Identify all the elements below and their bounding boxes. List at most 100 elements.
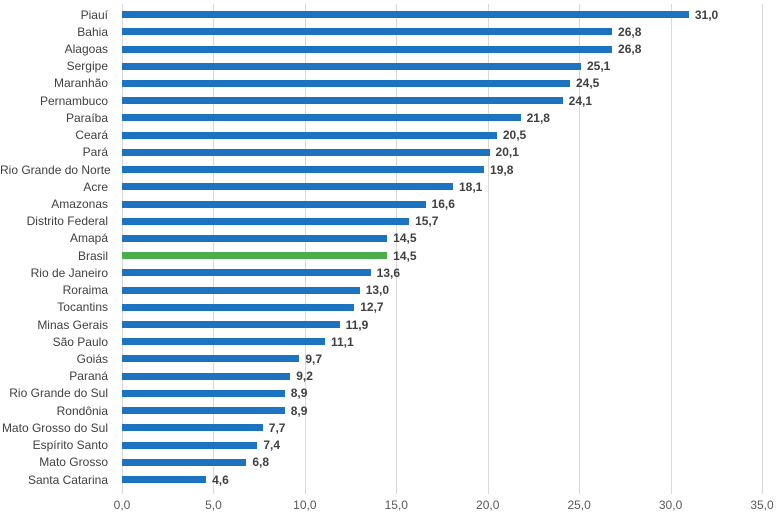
value-label: 18,1 [458, 179, 483, 194]
x-tick-label: 35,0 [750, 498, 774, 512]
bar [122, 166, 485, 174]
value-label: 9,2 [296, 369, 313, 384]
value-label: 15,7 [415, 214, 439, 229]
category-label: Sergipe [66, 59, 108, 74]
bar [122, 45, 613, 53]
bar-row: Brasil 14,5 [0, 247, 762, 264]
category-label: Piauí [80, 7, 108, 22]
bar [122, 234, 388, 242]
bar-track: 7,7 [122, 422, 762, 434]
value-label: 25,1 [586, 59, 611, 74]
gridline [670, 4, 672, 494]
bar-track: 14,5 [122, 232, 762, 244]
x-tick-label: 20,0 [476, 498, 500, 512]
bar [122, 11, 689, 19]
bar-row: Bahia 26,8 [0, 23, 762, 40]
bar-row: Sergipe 25,1 [0, 58, 762, 75]
bar-track: 20,5 [122, 129, 762, 141]
bar [122, 303, 355, 311]
value-label: 19,8 [490, 162, 514, 177]
value-label: 7,4 [263, 438, 280, 453]
category-label: Goiás [76, 351, 108, 366]
value-label: 7,7 [268, 420, 286, 435]
value-label: 21,8 [526, 110, 550, 125]
category-label: Mato Grosso do Sul [1, 420, 108, 435]
bar [122, 458, 247, 466]
bar-track: 15,7 [122, 215, 762, 227]
gridline [122, 4, 123, 494]
x-axis: 0,0 5,0 10,0 15,0 20,0 25,0 30,0 35,0 [114, 498, 774, 514]
category-label: Amazonas [51, 197, 108, 212]
bar [122, 131, 497, 139]
bar-row: Rio de Janeiro 13,6 [0, 264, 762, 281]
bar-track: 19,8 [122, 164, 762, 176]
bar-track: 11,1 [122, 336, 762, 348]
x-tick-label: 15,0 [384, 498, 408, 512]
bar-track: 8,9 [122, 405, 762, 417]
bar-row: Tocantins 12,7 [0, 299, 762, 316]
value-label: 6,8 [252, 455, 270, 470]
x-tick-label: 25,0 [567, 498, 591, 512]
gridline [579, 4, 581, 494]
bar-row: Amazonas 16,6 [0, 195, 762, 212]
bar-row: Ceará 20,5 [0, 127, 762, 144]
category-label: Ceará [75, 128, 108, 143]
bar [122, 97, 563, 105]
bar-track: 13,6 [122, 267, 762, 279]
bar-track: 24,1 [122, 95, 762, 107]
bar-row: Maranhão 24,5 [0, 75, 762, 92]
bar [122, 286, 360, 294]
bar-track: 6,8 [122, 456, 762, 468]
bar-row: Goiás 9,7 [0, 350, 762, 367]
bar-track: 21,8 [122, 112, 762, 124]
bar [122, 441, 258, 449]
value-label: 20,5 [502, 128, 527, 143]
category-label: Rio Grande do Norte [0, 162, 111, 177]
value-label: 31,0 [694, 7, 719, 22]
bar-track: 12,7 [122, 301, 762, 313]
category-label: Espírito Santo [32, 438, 108, 453]
value-label: 4,6 [212, 472, 229, 487]
bar-track: 26,8 [122, 43, 762, 55]
category-label: Maranhão [53, 76, 108, 91]
bar-row: Pernambuco 24,1 [0, 92, 762, 109]
value-label: 26,8 [618, 42, 642, 57]
bar-row: Amapá 14,5 [0, 230, 762, 247]
value-label: 8,9 [290, 386, 308, 401]
bar-track: 8,9 [122, 387, 762, 399]
category-label: Santa Catarina [27, 472, 108, 487]
value-label: 13,0 [365, 283, 390, 298]
bar-row: São Paulo 11,1 [0, 333, 762, 350]
bar-track: 16,6 [122, 198, 762, 210]
category-label: Rio Grande do Sul [9, 386, 108, 401]
bar [122, 183, 453, 191]
value-label: 20,1 [495, 145, 519, 160]
value-label: 24,5 [576, 76, 600, 91]
value-label: 12,7 [360, 300, 384, 315]
category-label: Tocantins [57, 300, 108, 315]
bar [122, 200, 426, 208]
category-label: Paraná [69, 369, 108, 384]
bar [122, 217, 410, 225]
bar-row: Minas Gerais 11,9 [0, 316, 762, 333]
value-label: 9,7 [305, 351, 323, 366]
category-label: Roraima [62, 283, 108, 298]
bar-row: Paraná 9,2 [0, 368, 762, 385]
bar-row: Roraima 13,0 [0, 282, 762, 299]
bar [122, 355, 300, 363]
bar [122, 424, 263, 432]
bar-track: 9,7 [122, 353, 762, 365]
bar-track: 31,0 [122, 9, 762, 21]
bar-track: 13,0 [122, 284, 762, 296]
gridline [762, 4, 763, 494]
category-label: Brasil [77, 248, 108, 263]
value-label: 16,6 [431, 197, 455, 212]
bar [122, 476, 207, 484]
category-label: Amapá [69, 231, 108, 246]
bar [122, 148, 490, 156]
bar [122, 338, 325, 346]
bar [122, 28, 613, 36]
value-label: 11,9 [345, 317, 369, 332]
bar-row: Espírito Santo 7,4 [0, 436, 762, 453]
